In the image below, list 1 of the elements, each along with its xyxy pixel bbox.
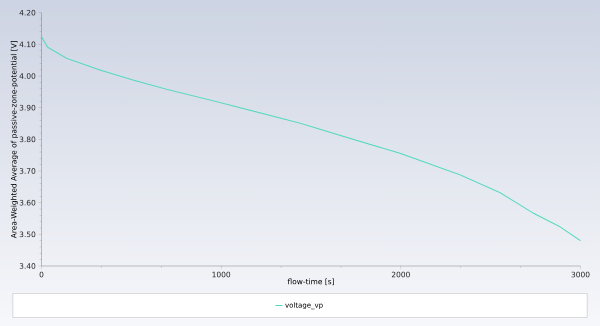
line-series [41,36,582,242]
